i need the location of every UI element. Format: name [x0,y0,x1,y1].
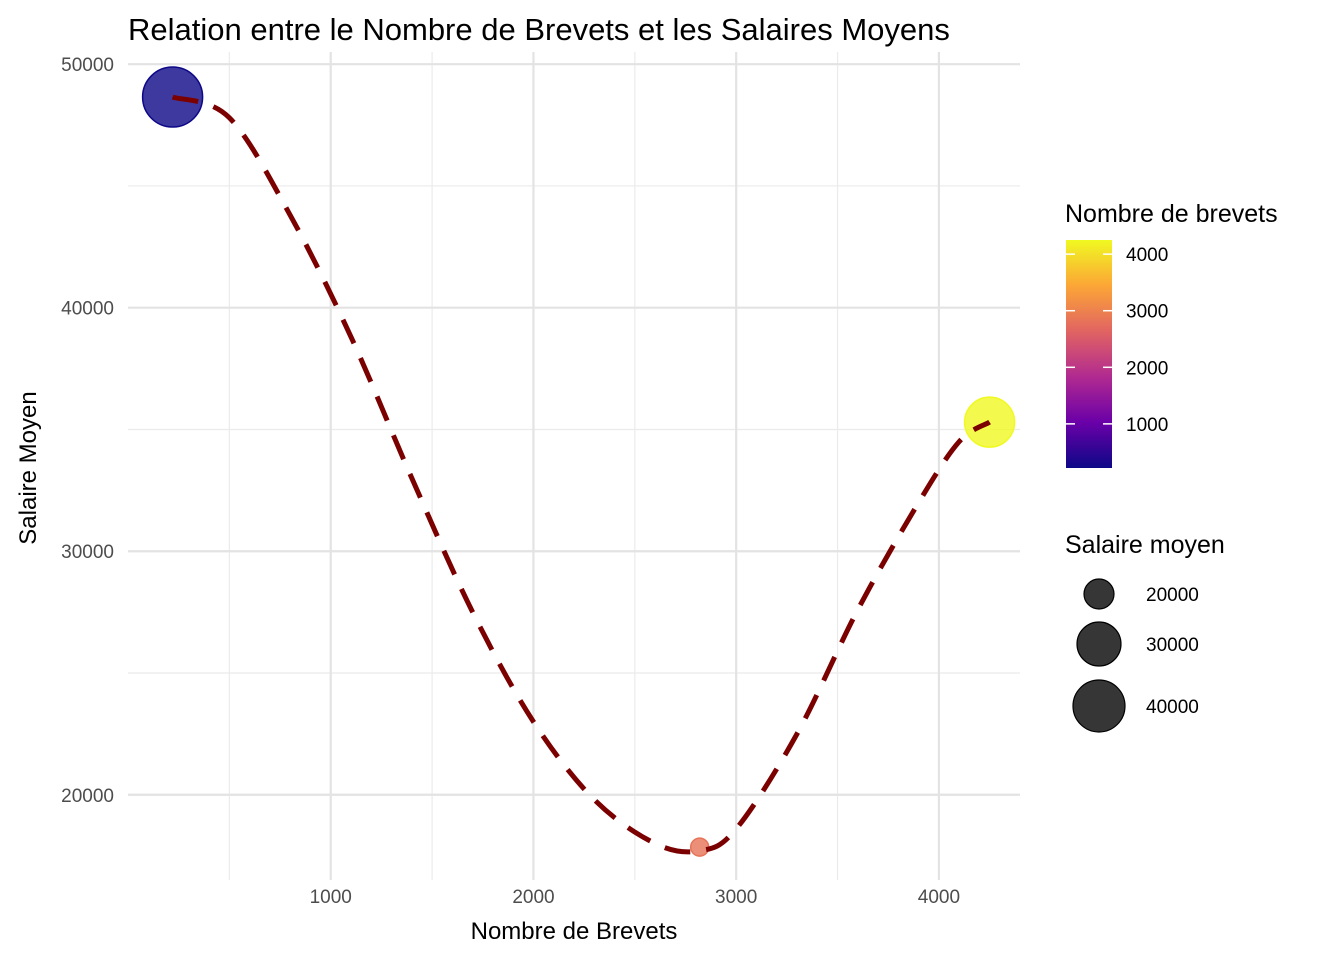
size-legend-label: 30000 [1146,635,1199,656]
color-legend-label: 2000 [1126,358,1168,379]
x-tick-label: 3000 [715,887,757,908]
size-legend: 20000 30000 40000 [1072,578,1199,733]
color-legend-title: Nombre de brevets [1065,200,1278,228]
x-tick-label: 1000 [310,887,352,908]
size-legend-circle [1072,679,1126,733]
size-legend-circle [1076,621,1122,667]
y-tick-label: 30000 [61,542,114,563]
x-axis-title: Nombre de Brevets [471,918,678,945]
y-axis-ticks: 20000 30000 40000 50000 [61,55,114,807]
color-legend-label: 1000 [1126,415,1168,436]
trend-curve [171,94,991,855]
color-legend-label: 3000 [1126,302,1168,323]
trend-curve-layer [171,94,991,855]
y-axis-title: Salaire Moyen [15,391,42,544]
color-legend-bar [1066,240,1112,468]
x-axis-ticks: 1000 2000 3000 4000 [310,887,960,908]
size-legend-title: Salaire moyen [1065,531,1225,559]
x-tick-label: 4000 [918,887,960,908]
size-legend-circle [1083,578,1115,610]
grid-lines [128,52,1020,880]
color-legend-label: 4000 [1126,245,1168,266]
y-tick-label: 20000 [61,786,114,807]
x-tick-label: 2000 [512,887,554,908]
color-legend-ticks: 1000 2000 3000 4000 [1066,245,1168,436]
y-tick-label: 40000 [61,299,114,320]
chart-title: Relation entre le Nombre de Brevets et l… [128,12,950,47]
size-legend-label: 40000 [1146,697,1199,718]
y-tick-label: 50000 [61,55,114,76]
size-legend-label: 20000 [1146,585,1199,606]
